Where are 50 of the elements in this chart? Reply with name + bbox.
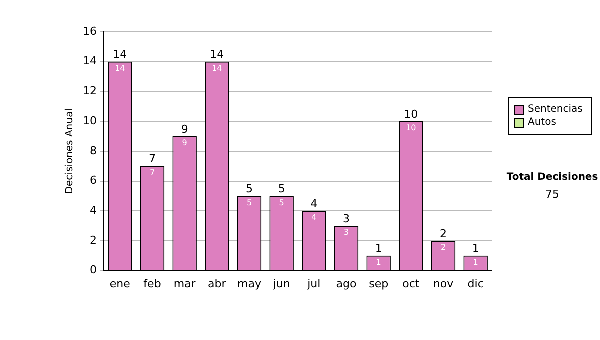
- y-tick-label: 0: [90, 264, 97, 277]
- x-tick-label: mar: [174, 277, 196, 290]
- x-tick-label: may: [238, 277, 262, 290]
- y-tick-label: 14: [82, 54, 97, 68]
- data-label: 5: [246, 198, 252, 208]
- total-label: 7: [148, 152, 156, 166]
- total-label: 3: [343, 212, 350, 226]
- text: Total Decisiones: [506, 172, 600, 183]
- total-label: 1: [472, 242, 480, 256]
- y-tick-label: 8: [90, 144, 97, 158]
- total-label: 5: [278, 182, 286, 196]
- x-tick-label: dic: [468, 277, 484, 290]
- x-tick-label: sep: [369, 277, 389, 290]
- total-label: 14: [113, 48, 128, 62]
- legend-label: Autos: [528, 116, 556, 129]
- total-label: 1: [375, 242, 382, 256]
- x-tick-label: ago: [336, 277, 357, 290]
- x-tick-label: nov: [433, 277, 454, 290]
- y-tick-label: 16: [82, 24, 97, 38]
- y-tick-label: 6: [90, 174, 97, 188]
- total-label: 9: [181, 122, 188, 136]
- data-label: 14: [115, 64, 126, 73]
- total-label: 10: [404, 108, 418, 121]
- data-label: 5: [279, 198, 284, 208]
- y-tick-label: 4: [90, 204, 97, 217]
- total-label: 5: [246, 182, 253, 196]
- total-label: 4: [310, 197, 318, 210]
- y-tick-label: 12: [82, 84, 97, 98]
- data-label: 7: [150, 168, 156, 178]
- total-label: 14: [210, 48, 224, 62]
- data-label: 2: [440, 243, 446, 252]
- data-label: 3: [344, 228, 350, 238]
- y-axis-title: Decisiones Anual: [64, 108, 76, 194]
- data-label: 1: [473, 258, 478, 267]
- text: 75: [544, 188, 560, 201]
- x-tick-label: abr: [208, 277, 227, 290]
- legend-label: Sentencias: [528, 103, 583, 116]
- data-label: 1: [376, 258, 382, 267]
- data-label: 9: [182, 138, 188, 148]
- x-tick-label: jul: [306, 277, 321, 290]
- data-label: 10: [406, 124, 416, 133]
- x-tick-label: ene: [110, 277, 131, 290]
- x-tick-label: feb: [144, 277, 162, 290]
- data-label: 4: [312, 213, 317, 222]
- x-tick-label: oct: [402, 277, 420, 290]
- y-tick-label: 10: [82, 114, 97, 128]
- x-tick-label: jun: [272, 277, 290, 290]
- data-label: 14: [212, 64, 222, 73]
- y-tick-label: 2: [90, 234, 97, 247]
- total-label: 2: [440, 227, 447, 240]
